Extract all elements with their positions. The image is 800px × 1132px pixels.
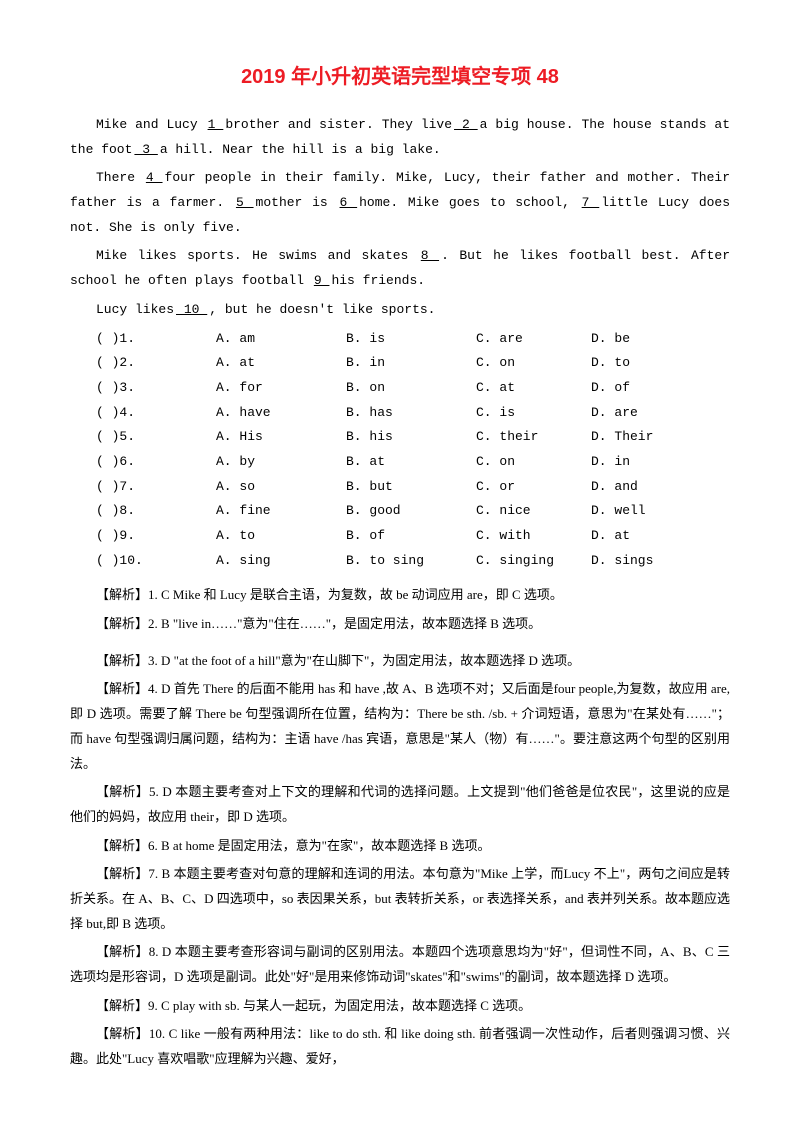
option-b: B. has bbox=[346, 401, 476, 426]
option-b: B. on bbox=[346, 376, 476, 401]
option-d: D. well bbox=[591, 499, 701, 524]
analysis-paragraph: 【解析】4. D 首先 There 的后面不能用 has 和 have ,故 A… bbox=[70, 677, 730, 776]
option-d: D. be bbox=[591, 327, 701, 352]
option-a: A. at bbox=[216, 351, 346, 376]
option-a: A. am bbox=[216, 327, 346, 352]
option-c: C. is bbox=[476, 401, 591, 426]
option-c: C. with bbox=[476, 524, 591, 549]
passage-paragraph: Lucy likes 10 , but he doesn't like spor… bbox=[70, 298, 730, 323]
option-row: ( )2.A. atB. inC. onD. to bbox=[70, 351, 730, 376]
option-number: ( )10. bbox=[96, 549, 216, 574]
option-a: A. fine bbox=[216, 499, 346, 524]
option-row: ( )10.A. singB. to singC. singingD. sing… bbox=[70, 549, 730, 574]
analysis-paragraph: 【解析】6. B at home 是固定用法，意为"在家"，故本题选择 B 选项… bbox=[70, 834, 730, 859]
option-b: B. good bbox=[346, 499, 476, 524]
option-number: ( )7. bbox=[96, 475, 216, 500]
option-c: C. their bbox=[476, 425, 591, 450]
option-b: B. in bbox=[346, 351, 476, 376]
option-c: C. at bbox=[476, 376, 591, 401]
analysis-paragraph: 【解析】10. C like 一般有两种用法：like to do sth. 和… bbox=[70, 1022, 730, 1071]
passage-paragraph: Mike and Lucy 1 brother and sister. They… bbox=[70, 113, 730, 162]
option-a: A. have bbox=[216, 401, 346, 426]
option-number: ( )1. bbox=[96, 327, 216, 352]
option-d: D. to bbox=[591, 351, 701, 376]
option-a: A. so bbox=[216, 475, 346, 500]
option-d: D. are bbox=[591, 401, 701, 426]
option-d: D. sings bbox=[591, 549, 701, 574]
option-c: C. nice bbox=[476, 499, 591, 524]
option-number: ( )9. bbox=[96, 524, 216, 549]
option-number: ( )3. bbox=[96, 376, 216, 401]
option-c: C. on bbox=[476, 351, 591, 376]
option-d: D. of bbox=[591, 376, 701, 401]
analysis-paragraph: 【解析】9. C play with sb. 与某人一起玩，为固定用法，故本题选… bbox=[70, 994, 730, 1019]
option-a: A. sing bbox=[216, 549, 346, 574]
option-row: ( )7.A. soB. butC. orD. and bbox=[70, 475, 730, 500]
option-row: ( )5.A. HisB. hisC. theirD. Their bbox=[70, 425, 730, 450]
option-b: B. to sing bbox=[346, 549, 476, 574]
option-row: ( )9.A. toB. ofC. withD. at bbox=[70, 524, 730, 549]
analysis-paragraph: 【解析】8. D 本题主要考查形容词与副词的区别用法。本题四个选项意思均为"好"… bbox=[70, 940, 730, 989]
option-row: ( )3.A. forB. onC. atD. of bbox=[70, 376, 730, 401]
analysis-paragraph: 【解析】3. D "at the foot of a hill"意为"在山脚下"… bbox=[70, 649, 730, 674]
option-number: ( )2. bbox=[96, 351, 216, 376]
analysis-paragraph: 【解析】5. D 本题主要考查对上下文的理解和代词的选择问题。上文提到"他们爸爸… bbox=[70, 780, 730, 829]
option-row: ( )1.A. amB. isC. areD. be bbox=[70, 327, 730, 352]
option-a: A. His bbox=[216, 425, 346, 450]
option-d: D. and bbox=[591, 475, 701, 500]
option-b: B. at bbox=[346, 450, 476, 475]
analysis-paragraph: 【解析】2. B "live in……"意为"住在……"，是固定用法，故本题选择… bbox=[70, 612, 730, 637]
option-d: D. at bbox=[591, 524, 701, 549]
option-number: ( )6. bbox=[96, 450, 216, 475]
option-b: B. of bbox=[346, 524, 476, 549]
option-c: C. singing bbox=[476, 549, 591, 574]
option-number: ( )5. bbox=[96, 425, 216, 450]
option-b: B. his bbox=[346, 425, 476, 450]
option-d: D. Their bbox=[591, 425, 701, 450]
option-b: B. is bbox=[346, 327, 476, 352]
option-b: B. but bbox=[346, 475, 476, 500]
passage-paragraph: Mike likes sports. He swims and skates 8… bbox=[70, 244, 730, 293]
option-a: A. for bbox=[216, 376, 346, 401]
option-number: ( )4. bbox=[96, 401, 216, 426]
analysis-block: 【解析】1. C Mike 和 Lucy 是联合主语，为复数，故 be 动词应用… bbox=[70, 583, 730, 1071]
option-row: ( )8.A. fineB. goodC. niceD. well bbox=[70, 499, 730, 524]
analysis-paragraph: 【解析】1. C Mike 和 Lucy 是联合主语，为复数，故 be 动词应用… bbox=[70, 583, 730, 608]
option-number: ( )8. bbox=[96, 499, 216, 524]
passage-text: Mike and Lucy 1 brother and sister. They… bbox=[70, 113, 730, 323]
passage-paragraph: There 4 four people in their family. Mik… bbox=[70, 166, 730, 240]
option-d: D. in bbox=[591, 450, 701, 475]
option-c: C. are bbox=[476, 327, 591, 352]
option-c: C. or bbox=[476, 475, 591, 500]
page-title: 2019 年小升初英语完型填空专项 48 bbox=[70, 60, 730, 89]
option-c: C. on bbox=[476, 450, 591, 475]
option-row: ( )6.A. byB. atC. onD. in bbox=[70, 450, 730, 475]
option-row: ( )4.A. haveB. hasC. isD. are bbox=[70, 401, 730, 426]
options-block: ( )1.A. amB. isC. areD. be( )2.A. atB. i… bbox=[70, 327, 730, 574]
analysis-paragraph: 【解析】7. B 本题主要考查对句意的理解和连词的用法。本句意为"Mike 上学… bbox=[70, 862, 730, 936]
option-a: A. by bbox=[216, 450, 346, 475]
option-a: A. to bbox=[216, 524, 346, 549]
